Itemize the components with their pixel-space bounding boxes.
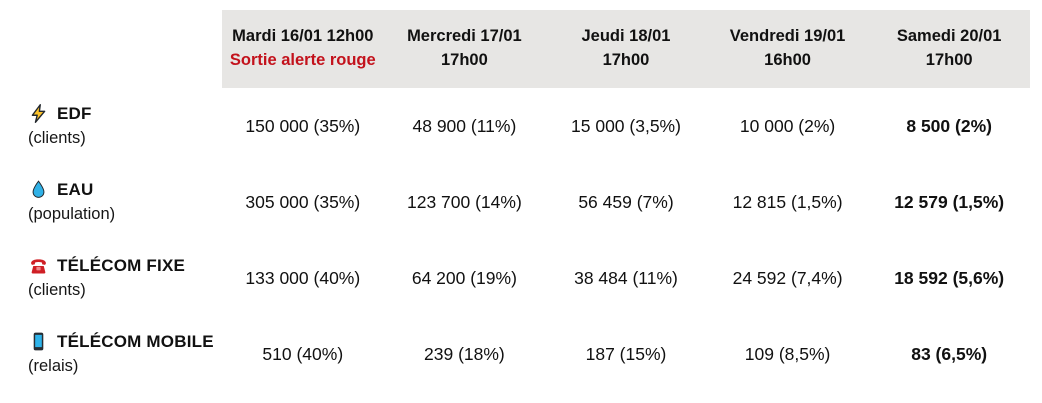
cell-eau-samedi: 12 579 (1,5%) bbox=[894, 191, 1005, 212]
column-subtitle: 16h00 bbox=[764, 51, 811, 69]
cell-fixe-jeudi: 38 484 (11%) bbox=[574, 267, 678, 288]
column-title: Mardi 16/01 12h00 bbox=[232, 27, 374, 46]
cell-mobile-mercredi: 239 (18%) bbox=[424, 343, 505, 364]
cell-edf-mercredi: 48 900 (11%) bbox=[412, 115, 517, 136]
column-header-mercredi: Mercredi 17/01 17h00 bbox=[383, 10, 546, 88]
column-subtitle-alert: Sortie alerte rouge bbox=[229, 51, 376, 69]
outage-restoration-table: Mardi 16/01 12h00 Sortie alerte rouge Me… bbox=[0, 10, 1030, 392]
row-label-telecom-mobile: TÉLÉCOM MOBILE (relais) bbox=[0, 316, 222, 392]
row-subtitle: (population) bbox=[28, 205, 116, 224]
cell-eau-mercredi: 123 700 (14%) bbox=[406, 191, 522, 212]
cell-fixe-mardi: 133 000 (40%) bbox=[245, 267, 361, 288]
row-label-telecom-fixe: TÉLÉCOM FIXE (clients) bbox=[0, 240, 222, 316]
mobile-phone-icon bbox=[28, 331, 49, 352]
cell-eau-jeudi: 56 459 (7%) bbox=[578, 191, 674, 212]
row-label-edf: EDF (clients) bbox=[0, 88, 222, 164]
cell-eau-mardi: 305 000 (35%) bbox=[245, 191, 361, 212]
cell-edf-jeudi: 15 000 (3,5%) bbox=[571, 115, 681, 136]
cell-fixe-vendredi: 24 592 (7,4%) bbox=[732, 267, 843, 288]
row-subtitle: (clients) bbox=[28, 129, 86, 148]
column-header-jeudi: Jeudi 18/01 17h00 bbox=[545, 10, 707, 88]
lightning-icon bbox=[28, 103, 49, 124]
telephone-icon bbox=[28, 255, 49, 276]
row-subtitle: (relais) bbox=[28, 357, 79, 376]
column-header-mardi: Mardi 16/01 12h00 Sortie alerte rouge bbox=[222, 10, 384, 88]
column-title: Mercredi 17/01 bbox=[407, 27, 522, 46]
row-title: EDF bbox=[57, 103, 92, 123]
row-subtitle: (clients) bbox=[28, 281, 86, 300]
column-title: Jeudi 18/01 bbox=[581, 27, 671, 46]
cell-fixe-mercredi: 64 200 (19%) bbox=[411, 267, 517, 288]
cell-edf-samedi: 8 500 (2%) bbox=[906, 115, 992, 136]
cell-fixe-samedi: 18 592 (5,6%) bbox=[894, 267, 1005, 288]
cell-edf-vendredi: 10 000 (2%) bbox=[739, 115, 836, 136]
row-label-eau: EAU (population) bbox=[0, 164, 222, 240]
column-title: Samedi 20/01 bbox=[896, 27, 1002, 46]
column-header-vendredi: Vendredi 19/01 16h00 bbox=[706, 10, 869, 88]
cell-mobile-vendredi: 109 (8,5%) bbox=[744, 343, 831, 364]
column-subtitle: 17h00 bbox=[440, 51, 488, 69]
row-title: EAU bbox=[57, 179, 94, 199]
column-title: Vendredi 19/01 bbox=[729, 27, 846, 46]
row-title: TÉLÉCOM MOBILE bbox=[57, 331, 214, 351]
cell-mobile-samedi: 83 (6,5%) bbox=[911, 343, 988, 364]
cell-edf-mardi: 150 000 (35%) bbox=[245, 115, 361, 136]
cell-mobile-jeudi: 187 (15%) bbox=[585, 343, 667, 364]
water-drop-icon bbox=[28, 179, 49, 200]
row-title: TÉLÉCOM FIXE bbox=[57, 255, 186, 275]
header-corner-cell bbox=[0, 10, 222, 88]
column-subtitle: 17h00 bbox=[925, 51, 973, 69]
column-header-samedi: Samedi 20/01 17h00 bbox=[868, 10, 1030, 88]
column-subtitle: 17h00 bbox=[602, 51, 650, 69]
cell-eau-vendredi: 12 815 (1,5%) bbox=[732, 191, 843, 212]
cell-mobile-mardi: 510 (40%) bbox=[262, 343, 344, 364]
